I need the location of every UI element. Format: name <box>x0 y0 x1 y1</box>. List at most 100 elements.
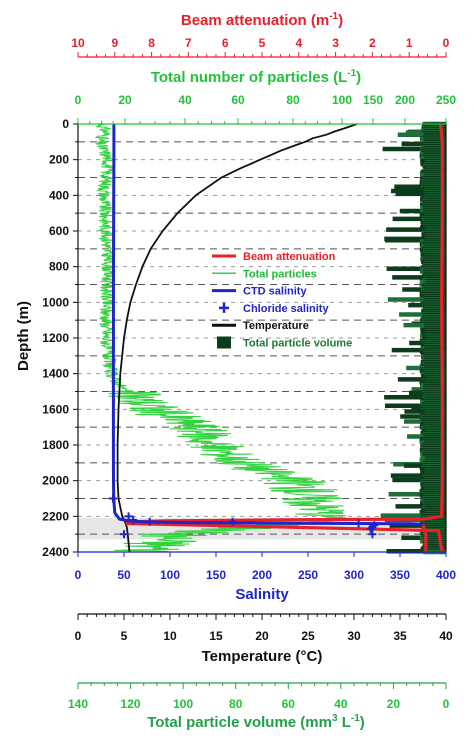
legend-label: Temperature <box>243 320 309 332</box>
salinity-tick-label: 100 <box>160 568 180 582</box>
volume-tick-label: 140 <box>68 697 88 711</box>
temperature-axis-title: Temperature (°C) <box>202 648 323 665</box>
beam-tick-label: 3 <box>332 36 339 50</box>
legend-label: Beam attenuation <box>243 251 336 263</box>
depth-tick-label: 800 <box>49 260 69 274</box>
depth-tick-label: 200 <box>49 153 69 167</box>
depth-tick-label: 0 <box>62 117 69 131</box>
salinity-tick-label: 150 <box>206 568 226 582</box>
legend-entry: CTD salinity <box>212 286 307 298</box>
particles-tick-label: 250 <box>436 93 456 107</box>
particles-series-line <box>94 123 347 553</box>
temperature-tick-label: 5 <box>121 629 128 643</box>
legend-entry: Temperature <box>212 320 309 332</box>
temperature-tick-label: 20 <box>255 629 269 643</box>
chloride-point <box>354 519 363 528</box>
temperature-tick-label: 25 <box>301 629 315 643</box>
temperature-tick-label: 0 <box>75 629 82 643</box>
volume-tick-label: 40 <box>334 697 348 711</box>
volume-tick-label: 0 <box>443 697 450 711</box>
depth-tick-label: 2200 <box>42 509 69 523</box>
volume-tick-label: 120 <box>121 697 141 711</box>
chloride-point <box>145 517 154 526</box>
beam-tick-label: 6 <box>222 36 229 50</box>
legend-box-swatch <box>217 336 231 349</box>
legend-entry: Total particles <box>212 268 317 280</box>
beam-tick-label: 8 <box>148 36 155 50</box>
beam-series-bottom-line <box>421 523 428 552</box>
beam-axis: Beam attenuation (m-1) 10 9 8 7 6 5 4 3 2 1 0 <box>71 11 450 58</box>
salinity-tick-label: 400 <box>436 568 456 582</box>
volume-tick-label: 20 <box>387 697 401 711</box>
chloride-point <box>228 517 237 526</box>
beam-tick-label: 2 <box>369 36 376 50</box>
beam-tick-label: 1 <box>406 36 413 50</box>
depth-tick-label: 600 <box>49 224 69 238</box>
depth-tick-label: 400 <box>49 188 69 202</box>
chloride-point <box>368 530 377 539</box>
beam-tick-label: 5 <box>259 36 266 50</box>
temperature-tick-label: 35 <box>393 629 407 643</box>
legend-entry: Chloride salinity <box>219 302 329 315</box>
salinity-tick-label: 0 <box>75 568 82 582</box>
legend-entry: Total particle volume <box>217 336 352 350</box>
volume-tick-label: 80 <box>229 697 243 711</box>
ctd-salinity-series-line <box>111 124 424 526</box>
beam-tick-label: 10 <box>71 36 85 50</box>
depth-tick-label: 2400 <box>42 545 69 559</box>
depth-tick-label: 1800 <box>42 438 69 452</box>
salinity-axis-title: Salinity <box>235 586 289 603</box>
salinity-tick-label: 250 <box>298 568 318 582</box>
legend-label: Total particle volume <box>243 338 352 350</box>
particles-tick-label: 60 <box>231 93 245 107</box>
particles-tick-label: 100 <box>332 93 352 107</box>
legend-entry: Beam attenuation <box>212 251 336 263</box>
volume-axis-title: Total particle volume (mm3 L-1) <box>147 713 365 731</box>
depth-tick-label: 1400 <box>42 367 69 381</box>
beam-tick-label: 4 <box>295 36 302 50</box>
particles-axis-ticks: 0 20 40 60 80 100 150 200 250 <box>75 93 456 124</box>
legend-label: Total particles <box>243 268 317 280</box>
beam-tick-label: 0 <box>443 36 450 50</box>
depth-axis-title: Depth (m) <box>15 301 32 371</box>
temperature-series-line <box>116 123 358 553</box>
temperature-tick-label: 10 <box>163 629 177 643</box>
temperature-tick-label: 40 <box>439 629 453 643</box>
plot-area: 0 200 400 600 800 1000 1200 1400 1600 1800 2000 220… <box>42 117 447 559</box>
particles-tick-label: 80 <box>286 93 300 107</box>
particles-axis-title: Total number of particles (L-1) <box>151 68 361 86</box>
chloride-point <box>129 515 138 524</box>
particles-tick-label: 150 <box>363 93 383 107</box>
legend-label: CTD salinity <box>243 286 307 298</box>
volume-tick-label: 100 <box>173 697 193 711</box>
particles-tick-label: 40 <box>178 93 192 107</box>
particles-axis: Total number of particles (L-1) 0 20 40 60 8… <box>75 68 456 124</box>
beam-tick-label: 9 <box>111 36 118 50</box>
volume-tick-label: 60 <box>282 697 296 711</box>
legend: Beam attenuation Total particles CTD salin… <box>212 251 352 350</box>
beam-tick-label: 7 <box>185 36 192 50</box>
chloride-point <box>366 524 375 533</box>
particles-tick-label: 200 <box>395 93 415 107</box>
depth-tick-label: 1200 <box>42 331 69 345</box>
salinity-tick-label: 300 <box>344 568 364 582</box>
temperature-tick-label: 30 <box>347 629 361 643</box>
salinity-tick-label: 350 <box>390 568 410 582</box>
particles-tick-label: 0 <box>75 93 82 107</box>
particles-tick-label: 20 <box>118 93 132 107</box>
legend-label: Chloride salinity <box>243 303 329 315</box>
beam-axis-title: Beam attenuation (m-1) <box>181 11 343 29</box>
salinity-tick-label: 200 <box>252 568 272 582</box>
chloride-point <box>124 512 133 521</box>
salinity-tick-label: 50 <box>117 568 131 582</box>
chloride-point <box>120 530 128 539</box>
beam-series-line <box>125 123 444 553</box>
depth-tick-label: 1600 <box>42 402 69 416</box>
chloride-point <box>108 494 117 503</box>
depth-tick-label: 2000 <box>42 474 69 488</box>
beam-axis-ticks: 10 9 8 7 6 5 4 3 2 1 0 <box>71 36 450 57</box>
temperature-tick-label: 15 <box>209 629 223 643</box>
depth-tick-label: 1000 <box>42 295 69 309</box>
